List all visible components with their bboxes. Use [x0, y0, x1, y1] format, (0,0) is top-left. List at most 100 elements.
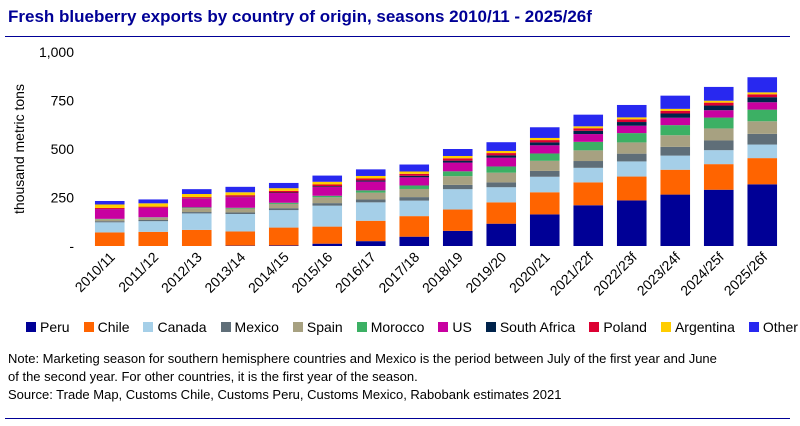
bar-segment-other [399, 164, 430, 172]
legend-label: Chile [97, 319, 130, 335]
x-tick-label: 2015/16 [288, 249, 335, 296]
bar-segment-poland [399, 173, 430, 176]
bar-segment-canada [138, 221, 169, 232]
bar-segment-morocco [573, 141, 604, 151]
bar-segment-morocco [442, 171, 473, 177]
bar-segment-chile [268, 227, 299, 246]
x-tick-label: 2017/18 [375, 249, 422, 296]
legend-swatch [485, 322, 496, 332]
legend-swatch [438, 322, 449, 332]
bar-segment-poland [573, 128, 604, 131]
bottom-divider [5, 418, 790, 419]
bar-segment-spain [747, 121, 778, 134]
x-tick-label: 2025/26f [721, 249, 771, 299]
x-tick-label: 2021/22f [547, 249, 597, 299]
bar-segment-chile [660, 169, 691, 195]
legend-item: Mexico [220, 319, 279, 335]
title-divider [5, 36, 790, 37]
legend-label: Mexico [234, 319, 279, 335]
legend-item: Argentina [660, 319, 735, 335]
note-line-2: of the second year. For other countries,… [8, 369, 418, 384]
bar-segment-canada [486, 187, 517, 203]
legend-label: Peru [40, 319, 70, 335]
bar-segment-morocco [355, 190, 386, 193]
bar-segment-spain [181, 208, 212, 213]
source-line: Source: Trade Map, Customs Chile, Custom… [8, 387, 562, 402]
bar-segment-canada [268, 210, 299, 228]
bar-segment-other [616, 104, 647, 118]
legend-swatch [220, 322, 231, 332]
legend-swatch [143, 322, 154, 332]
bar-segment-other [355, 169, 386, 176]
bar-segment-poland [181, 197, 212, 199]
bar-segment-peru [355, 241, 386, 246]
bar-segment-argentina [660, 108, 691, 111]
bar-segment-us [660, 117, 691, 126]
bar-segment-argentina [486, 150, 517, 154]
bar-segment-canada [399, 200, 430, 217]
x-tick-label: 2011/12 [115, 249, 162, 296]
bar-segment-other [660, 95, 691, 109]
bar-segment-peru [703, 189, 734, 246]
bar-segment-other [268, 182, 299, 189]
legend-label: Other [762, 319, 798, 335]
bar-segment-canada [616, 161, 647, 177]
bar-segment-argentina [355, 175, 386, 179]
bar-segment-us [181, 198, 212, 208]
chart-notes: Note: Marketing season for southern hemi… [8, 350, 794, 404]
bar-segment-argentina [94, 204, 125, 208]
bar-segment-south-africa [703, 105, 734, 111]
bar-segment-other [94, 200, 125, 205]
bar-segment-us [616, 125, 647, 134]
bar-segment-morocco [616, 133, 647, 143]
bar-segment-south-africa [486, 155, 517, 158]
bar-segment-south-africa [616, 122, 647, 126]
bar-segment-mexico [442, 184, 473, 190]
bar-segment-south-africa [442, 160, 473, 163]
bar-segment-mexico [225, 212, 256, 214]
bar-segment-mexico [138, 220, 169, 222]
bar-segment-canada [355, 202, 386, 221]
bar-segment-mexico [94, 221, 125, 223]
bar-segment-canada [442, 189, 473, 210]
bar-segment-peru [312, 243, 343, 246]
bar-segment-mexico [312, 203, 343, 206]
y-tick-label: 1,000 [39, 44, 74, 60]
legend-swatch [589, 322, 600, 332]
legend-item: South Africa [485, 319, 575, 335]
bar-segment-peru [268, 245, 299, 246]
bar-segment-peru [442, 230, 473, 246]
bar-segment-chile [312, 226, 343, 244]
bar-segment-argentina [616, 117, 647, 120]
bar-segment-other [573, 114, 604, 127]
bar-segment-spain [486, 172, 517, 183]
bar-segment-spain [268, 203, 299, 209]
x-tick-label: 2016/17 [332, 249, 379, 296]
bar-segment-morocco [529, 153, 560, 161]
legend-swatch [292, 322, 303, 332]
bar-segment-us [442, 162, 473, 172]
bar-segment-chile [529, 192, 560, 215]
bar-segment-other [529, 127, 560, 138]
bar-segment-us [703, 110, 734, 118]
bar-segment-other [312, 175, 343, 182]
bar-segment-peru [660, 194, 691, 246]
bar-segment-morocco [747, 109, 778, 122]
bar-segment-poland [94, 207, 125, 209]
bar-segment-poland [138, 206, 169, 208]
bar-segment-argentina [442, 155, 473, 159]
bar-segment-mexico [399, 197, 430, 201]
y-tick-label: 750 [51, 93, 75, 109]
bar-segment-argentina [138, 203, 169, 207]
bar-segment-mexico [660, 146, 691, 156]
bar-segment-morocco [703, 117, 734, 129]
bar-segment-chile [703, 164, 734, 190]
bar-segment-spain [573, 150, 604, 162]
bar-segment-morocco [268, 202, 299, 204]
bar-segment-morocco [312, 195, 343, 198]
x-tick-label: 2023/24f [634, 249, 684, 299]
bar-segment-chile [225, 231, 256, 246]
legend-label: Argentina [674, 319, 735, 335]
bar-segment-us [138, 207, 169, 218]
x-tick-label: 2010/11 [72, 249, 119, 296]
